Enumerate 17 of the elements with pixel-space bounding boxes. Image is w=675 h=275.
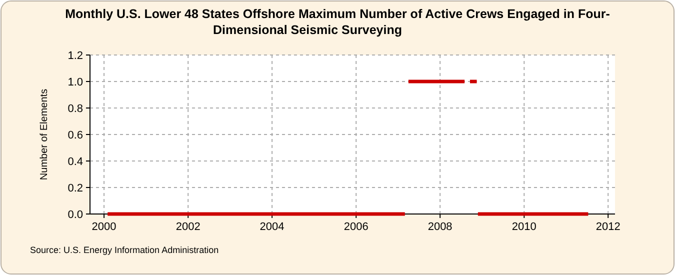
x-tick-label: 2006 [344, 221, 368, 233]
x-tick-label: 2000 [92, 221, 116, 233]
source-note: Source: U.S. Energy Information Administration [30, 245, 219, 255]
y-tick-label: 0.8 [68, 103, 83, 115]
chart-title: Monthly U.S. Lower 48 States Offshore Maximum Number of Active Crews Engaged in Four-Dimensional Seismic Surveying [65, 7, 610, 37]
x-tick-label: 2002 [176, 221, 200, 233]
y-tick-label: 0.6 [68, 130, 83, 142]
x-tick-label: 2008 [428, 221, 452, 233]
y-axis-title: Number of Elements [39, 88, 50, 180]
y-tick-label: 1.2 [68, 50, 83, 62]
x-tick-label: 2012 [596, 221, 620, 233]
x-tick-label: 2010 [512, 221, 536, 233]
y-tick-label: 1.0 [68, 76, 83, 88]
x-tick-label: 2004 [260, 221, 284, 233]
y-tick-label: 0.0 [68, 209, 83, 221]
y-tick-label: 0.4 [68, 156, 83, 168]
y-tick-label: 0.2 [68, 182, 83, 194]
